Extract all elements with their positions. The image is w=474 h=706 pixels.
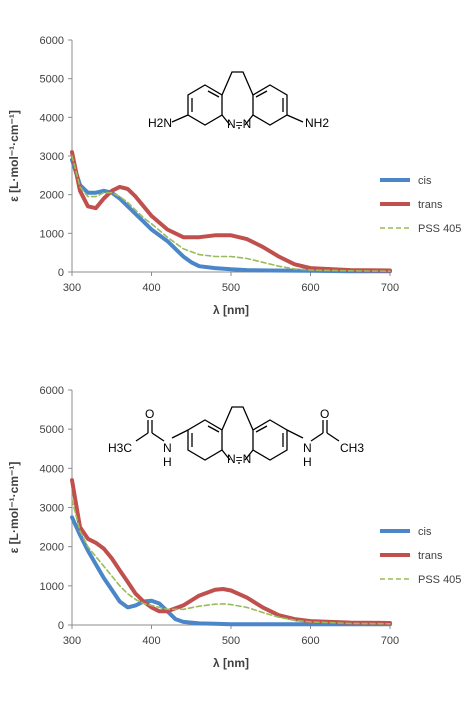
y-tick-label: 5000 (40, 74, 64, 86)
series-line-pss-405 (71, 155, 391, 272)
amide-right-n-label: N (303, 441, 312, 455)
series-line-trans (70, 150, 392, 273)
x-tick-label: 400 (142, 282, 160, 294)
legend-label-pss-405: PSS 405 (418, 574, 461, 586)
amide-left-h-label: H (163, 455, 172, 469)
x-tick-label: 700 (381, 282, 399, 294)
x-tick-label: 500 (222, 282, 240, 294)
oxygen-right-label: O (320, 407, 329, 421)
x-tick-label: 300 (63, 282, 81, 294)
y-tick-label: 3000 (40, 151, 64, 163)
azo-label: N=N (227, 452, 251, 466)
diamine-molecule-diagram (171, 71, 304, 129)
y-axis-label: ε [L·mol⁻¹·cm⁻¹] (7, 110, 21, 202)
x-tick-label: 600 (301, 635, 319, 647)
legend-label-cis: cis (418, 175, 432, 187)
y-tick-label: 6000 (40, 385, 64, 397)
x-tick-label: 600 (301, 282, 319, 294)
amide-left-n-label: N (163, 441, 172, 455)
amine-left-label: H2N (148, 116, 172, 130)
legend-label-trans: trans (418, 199, 443, 211)
methyl-right-label: CH3 (340, 441, 364, 455)
series-line-cis (70, 157, 392, 274)
oxygen-left-label: O (145, 407, 154, 421)
series-line-trans (70, 478, 392, 625)
series-line-cis (70, 515, 392, 627)
y-tick-label: 2000 (40, 190, 64, 202)
series-line-pss-405 (71, 498, 391, 625)
diamide-molecule-diagram (135, 406, 340, 464)
x-tick-label: 700 (381, 635, 399, 647)
y-tick-label: 6000 (40, 35, 64, 47)
x-axis-label: λ [nm] (213, 303, 249, 317)
chart-panel-bottom: N H H3C O N H CH3 O N=N 0 1000 2000 3000 400… (7, 385, 461, 670)
legend-label-cis: cis (418, 526, 432, 538)
y-tick-label: 2000 (40, 542, 64, 554)
x-tick-label: 500 (222, 635, 240, 647)
x-tick-label: 400 (142, 635, 160, 647)
amine-right-label: NH2 (305, 116, 329, 130)
x-axis-label: λ [nm] (213, 656, 249, 670)
y-tick-label: 1000 (40, 228, 64, 240)
y-tick-label: 0 (58, 267, 64, 279)
y-tick-label: 0 (58, 620, 64, 632)
methyl-left-label: H3C (108, 441, 132, 455)
y-tick-label: 3000 (40, 503, 64, 515)
y-tick-label: 5000 (40, 424, 64, 436)
legend-label-trans: trans (418, 550, 443, 562)
y-tick-label: 4000 (40, 463, 64, 475)
legend-label-pss-405: PSS 405 (418, 223, 461, 235)
x-tick-label: 300 (63, 635, 81, 647)
y-tick-label: 4000 (40, 112, 64, 124)
azo-label: N=N (227, 117, 251, 131)
chart-panel-top: H2N NH2 N=N 0 1000 2000 3000 4000 5000 6000 300… (7, 35, 461, 317)
y-axis-label: ε [L·mol⁻¹·cm⁻¹] (7, 462, 21, 554)
amide-right-h-label: H (303, 455, 312, 469)
y-tick-label: 1000 (40, 581, 64, 593)
